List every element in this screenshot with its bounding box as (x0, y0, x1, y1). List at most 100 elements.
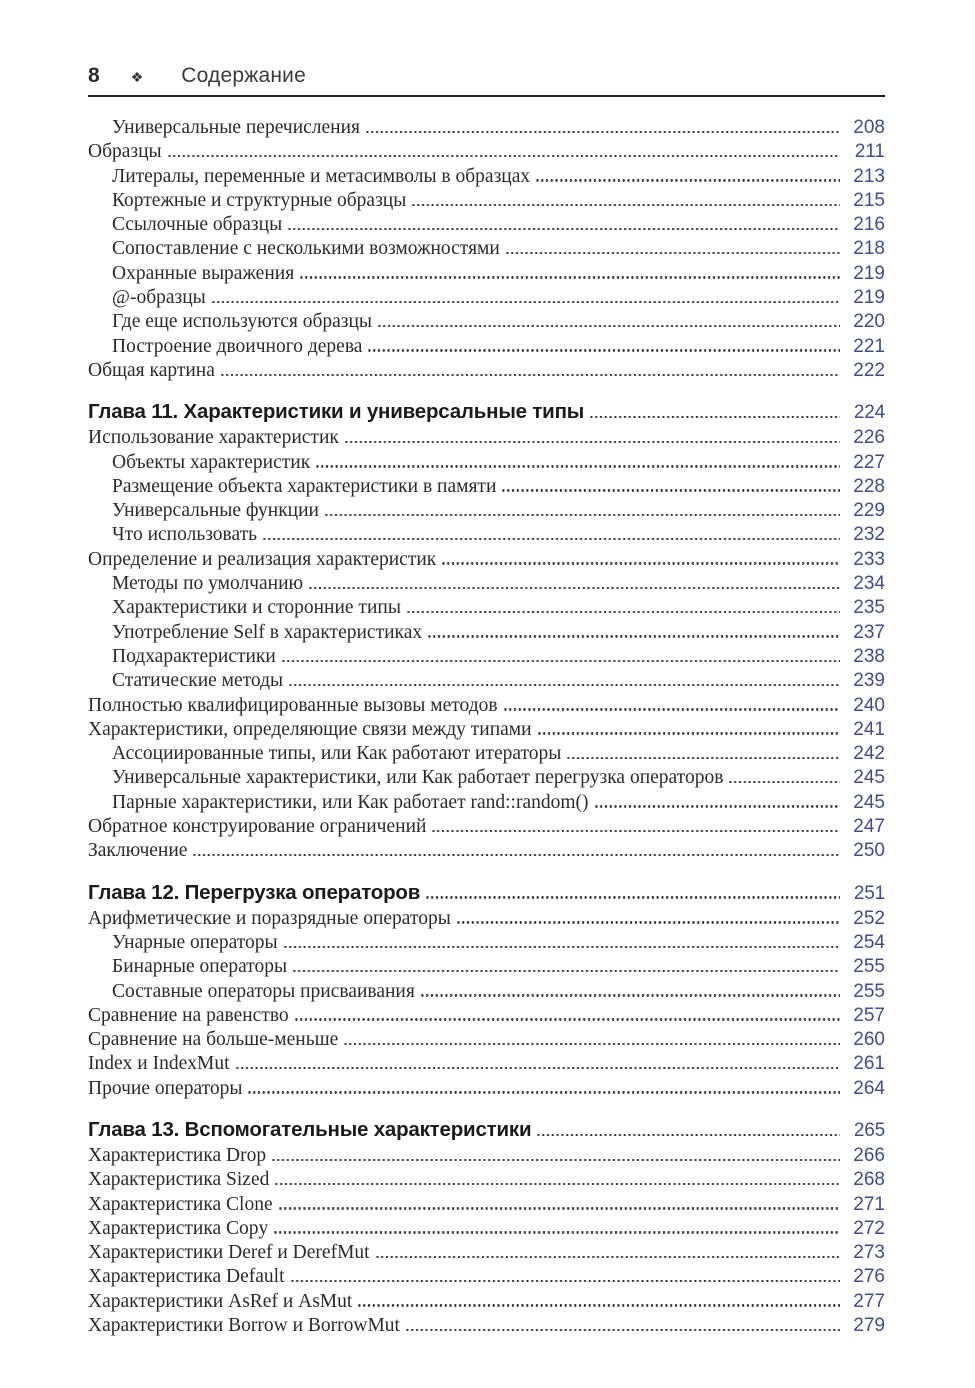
toc-entry-label: Универсальные перечисления (112, 117, 361, 138)
toc-entry-page-number: 242 (853, 743, 885, 765)
dot-leader (367, 349, 840, 352)
toc-entry-page-number: 264 (853, 1077, 885, 1099)
toc-entry-label: Методы по умолчанию (112, 573, 304, 595)
toc-entry-page-number: 229 (853, 500, 885, 522)
toc-entry-label: Характеристика Drop (88, 1144, 267, 1166)
toc-entry-label: Заключение (88, 840, 188, 862)
toc-entry: Характеристики и сторонние типы 235 (88, 596, 885, 620)
dot-leader (292, 969, 840, 973)
toc-entry-page-number: 261 (853, 1053, 885, 1075)
toc-entry-page-number: 245 (853, 791, 885, 813)
toc-entry-label: Арифметические и поразрядные операторы (88, 907, 451, 929)
dot-leader (357, 1304, 840, 1307)
dot-leader (271, 1158, 840, 1161)
toc-entry-label: Index и IndexMut (88, 1053, 230, 1075)
toc-entry: Методы по умолчанию 234 (88, 572, 885, 596)
toc-entry-label: Построение двоичного дерева (112, 335, 363, 357)
toc-entry: Построение двоичного дерева 221 (88, 335, 885, 359)
toc-entry: Использование характеристик 226 (88, 426, 885, 450)
toc-entry-page-number: 241 (853, 718, 885, 740)
toc-entry: Употребление Self в характеристиках 237 (88, 621, 885, 645)
toc-entry-page-number: 219 (853, 287, 885, 309)
toc-entry-page-number: 260 (853, 1029, 885, 1051)
dot-leader (282, 945, 840, 948)
dot-leader (287, 227, 840, 231)
toc-entry-page-number: 254 (853, 931, 885, 953)
toc-section: Глава 11. Характеристики и универсальные… (88, 398, 885, 863)
toc-entry-label: Унарные операторы (112, 931, 278, 953)
toc-entry-page-number: 222 (853, 359, 885, 381)
toc-chapter-heading-label: Глава 11. Характеристики и универсальные… (88, 400, 585, 424)
toc-entry-page-number: 211 (854, 141, 885, 163)
toc-entry: Что использовать 232 (88, 523, 885, 547)
toc-entry-page-number: 220 (853, 311, 885, 333)
toc-entry: Общая картина 222 (88, 359, 885, 383)
dot-leader (192, 853, 840, 857)
toc-entry: Сравнение на равенство 257 (88, 1004, 885, 1028)
toc-entry-page-number: 216 (853, 214, 885, 236)
toc-entry-label: Общая картина (88, 359, 215, 381)
dot-leader (536, 732, 840, 735)
toc-entry-page-number: 232 (853, 524, 885, 546)
dot-leader (536, 1133, 840, 1136)
toc-entry-page-number: 255 (853, 980, 885, 1002)
toc-entry-label: Составные операторы присваивания (112, 980, 415, 1002)
toc: Универсальные перечисления 208 Образцы 211 Л… (88, 116, 885, 1338)
toc-section: Глава 13. Вспомогательные характеристики… (88, 1116, 885, 1338)
toc-entry-label: Характеристики, определяющие связи между… (88, 718, 532, 740)
dot-leader (411, 203, 840, 206)
dot-leader (343, 440, 840, 444)
toc-entry: Размещение объекта характеристики в памя… (88, 475, 885, 499)
toc-entry: Характеристики Deref и DerefMut 273 (88, 1241, 885, 1265)
toc-entry-label: Литералы, переменные и метасимволы в обр… (112, 165, 531, 187)
toc-chapter-heading: Глава 13. Вспомогательные характеристики… (88, 1116, 885, 1144)
toc-chapter-heading-page-number: 265 (853, 1119, 885, 1141)
toc-entry-page-number: 219 (853, 262, 885, 284)
dot-leader (419, 994, 840, 997)
toc-chapter-heading-label: Глава 12. Перегрузка операторов (88, 880, 421, 904)
toc-entry-label: Сравнение на больше-меньше (88, 1029, 339, 1051)
toc-chapter-heading: Глава 12. Перегрузка операторов 251 (88, 879, 885, 907)
dot-leader (324, 513, 840, 517)
toc-entry-label: Где еще используются образцы (112, 311, 373, 333)
dot-leader (728, 781, 840, 784)
toc-entry-label: Универсальные характеристики, или Как ра… (112, 767, 724, 789)
dot-leader (280, 659, 840, 662)
dot-leader (501, 489, 840, 492)
toc-entry-page-number: 227 (853, 451, 885, 473)
toc-entry: Характеристика Default 276 (88, 1265, 885, 1289)
toc-entry-label: Сравнение на равенство (88, 1004, 289, 1026)
toc-entry: Универсальные перечисления 208 (88, 116, 885, 140)
toc-entry-page-number: 218 (853, 238, 885, 260)
dot-leader (455, 921, 840, 924)
toc-entry: Сопоставление с несколькими возможностям… (88, 237, 885, 261)
dot-leader (441, 562, 840, 565)
toc-entry: Характеристика Drop 266 (88, 1144, 885, 1168)
dot-leader (166, 154, 840, 158)
toc-entry-label: Парные характеристики, или Как работает … (112, 791, 589, 813)
toc-entry-label: Характеристики Borrow и BorrowMut (88, 1315, 400, 1337)
toc-entry-page-number: 255 (853, 956, 885, 978)
dot-leader (377, 324, 840, 328)
toc-entry-label: Характеристики AsRef и AsMut (88, 1290, 353, 1312)
toc-entry: Арифметические и поразрядные операторы 25… (88, 907, 885, 931)
toc-entry: Заключение 250 (88, 839, 885, 863)
toc-entry-page-number: 221 (853, 335, 885, 357)
dot-leader (315, 465, 840, 468)
toc-entry-page-number: 238 (853, 645, 885, 667)
toc-entry-page-number: 240 (853, 694, 885, 716)
toc-entry-page-number: 247 (853, 816, 885, 838)
toc-entry: Характеристики AsRef и AsMut 277 (88, 1290, 885, 1314)
toc-entry: Сравнение на больше-меньше 260 (88, 1028, 885, 1052)
dot-leader (431, 829, 840, 833)
toc-entry: Универсальные характеристики, или Как ра… (88, 766, 885, 790)
dot-leader (247, 1091, 840, 1094)
toc-entry-page-number: 234 (853, 573, 885, 595)
toc-entry-page-number: 252 (853, 907, 885, 929)
toc-entry: Унарные операторы 254 (88, 931, 885, 955)
toc-entry: Где еще используются образцы 220 (88, 310, 885, 334)
toc-entry-label: Прочие операторы (88, 1077, 243, 1099)
toc-entry-page-number: 208 (853, 117, 885, 138)
dot-leader (502, 708, 840, 711)
toc-entry-page-number: 245 (853, 767, 885, 789)
